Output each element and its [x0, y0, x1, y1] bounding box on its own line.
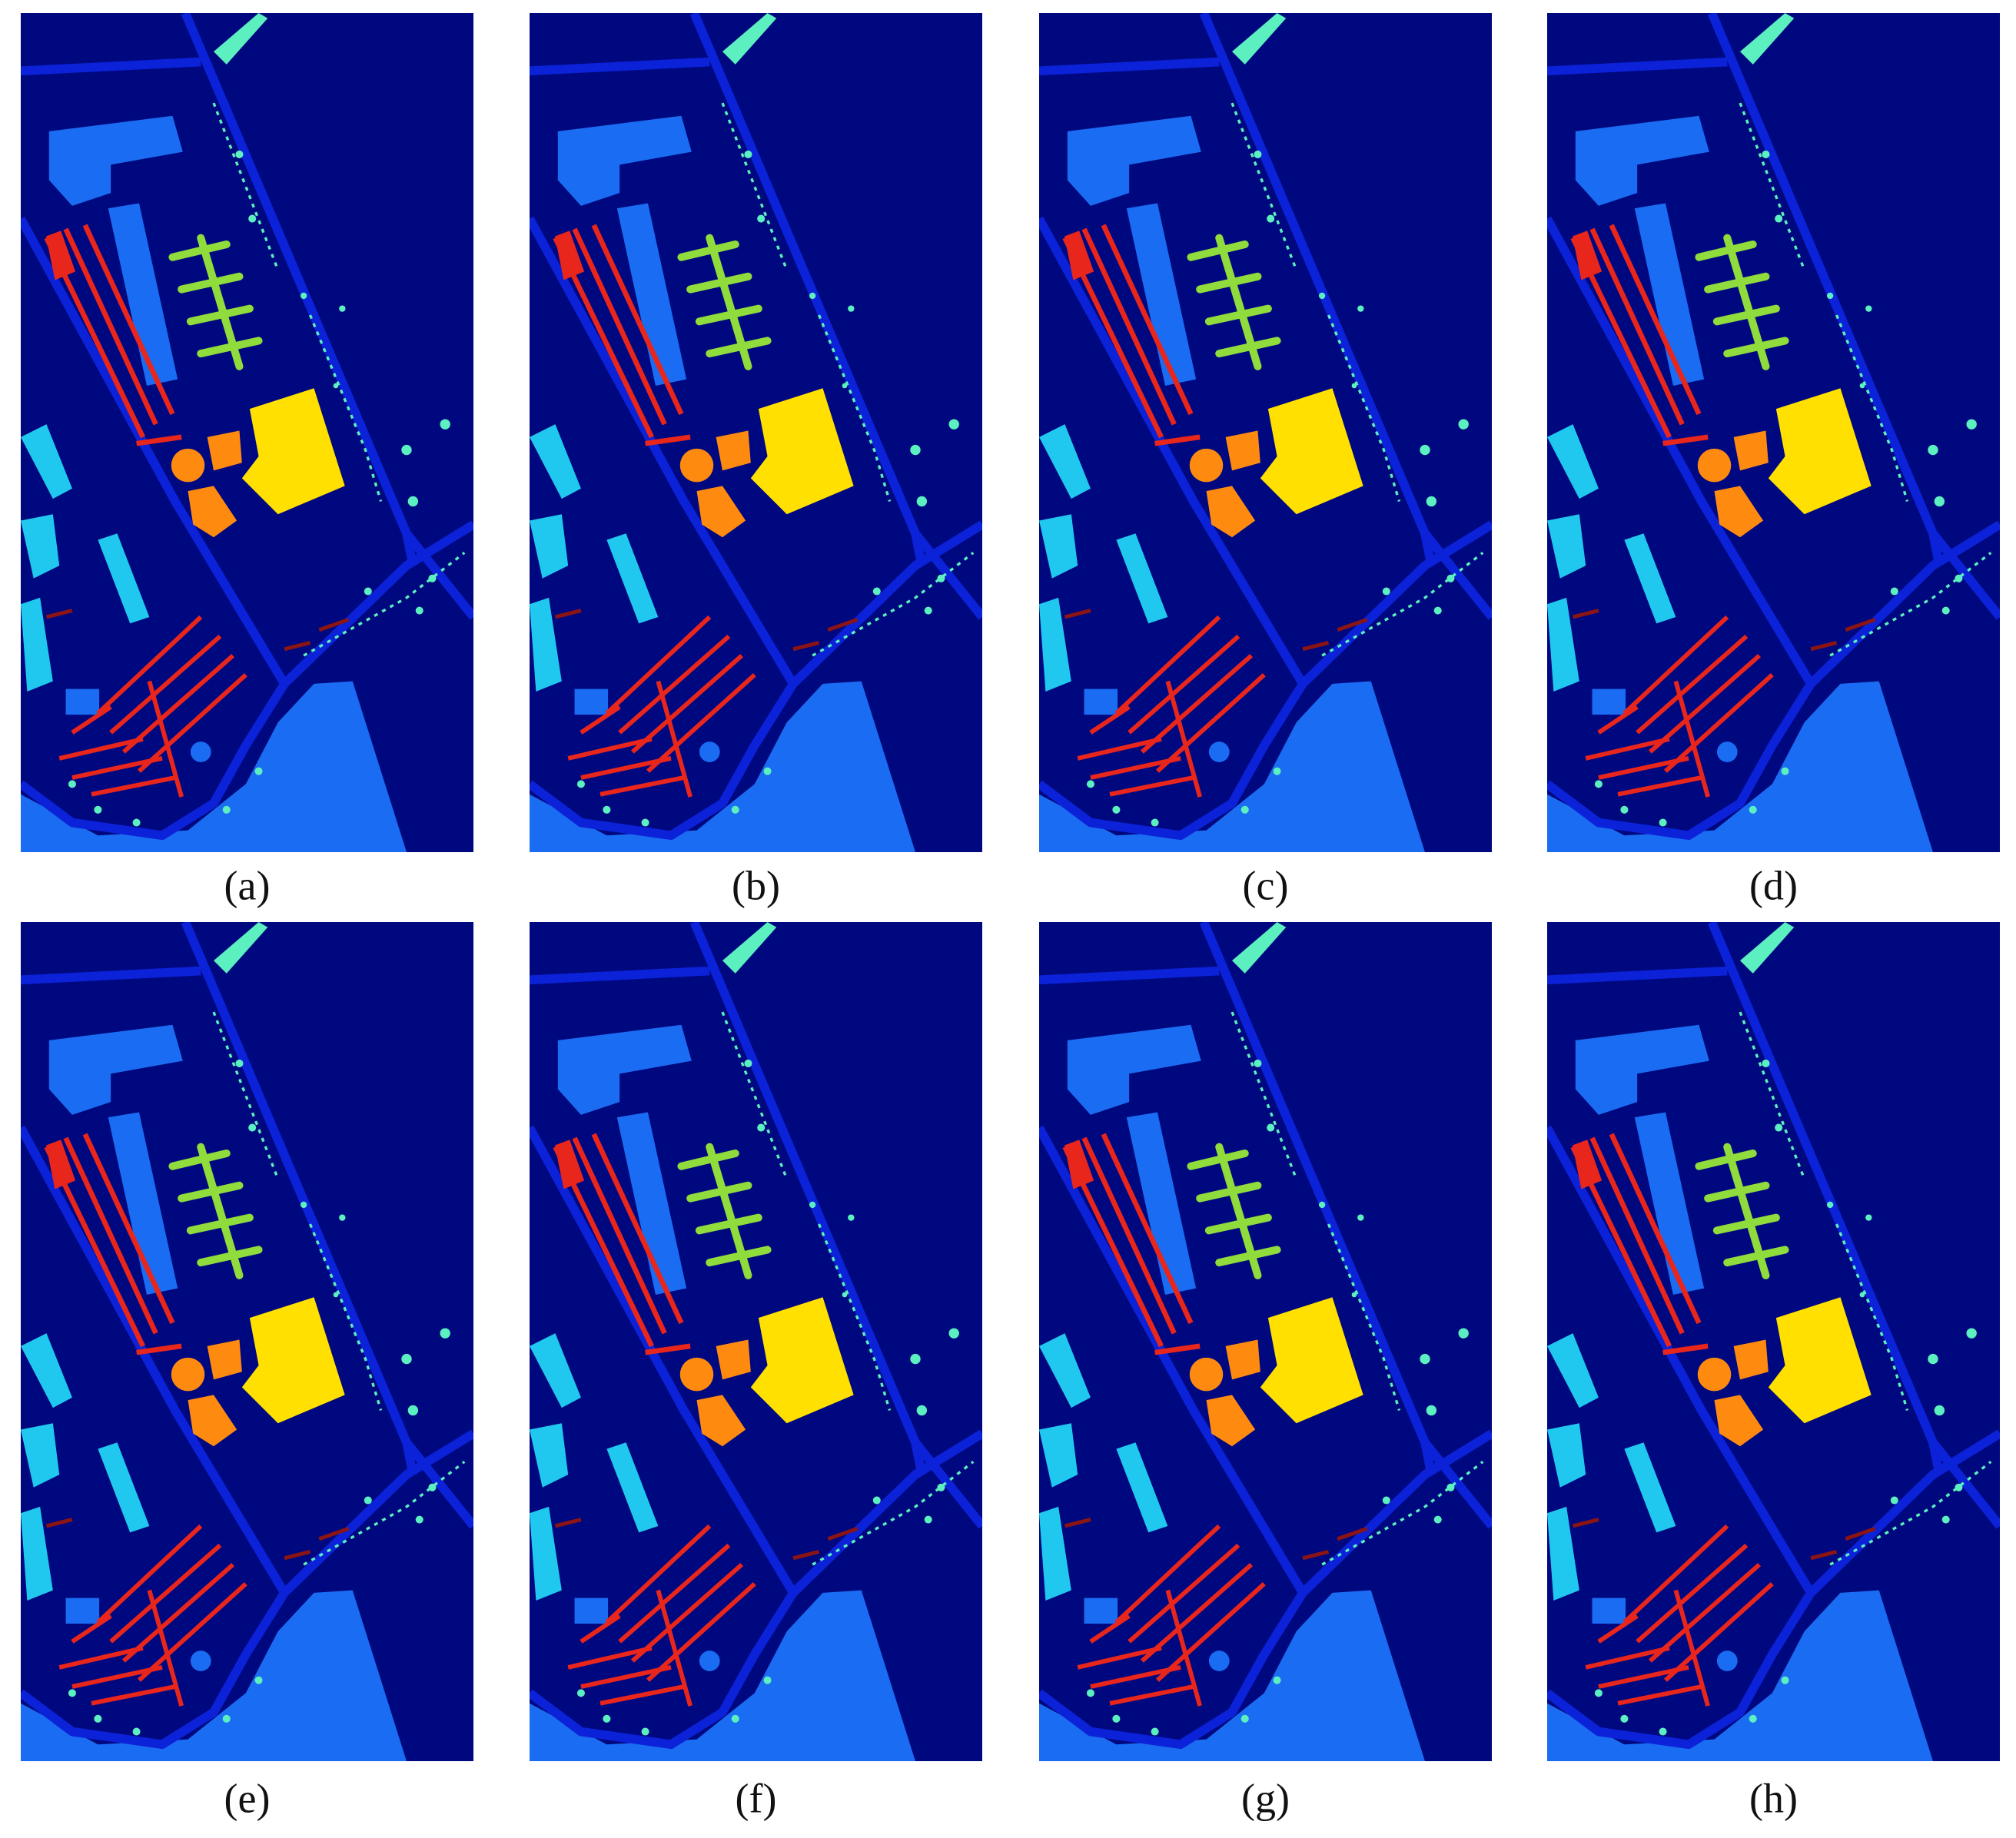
classification-map [21, 13, 473, 852]
panel-label: (g) [1241, 1775, 1290, 1821]
panel-label: (c) [1243, 862, 1289, 908]
panel-label: (h) [1749, 1775, 1798, 1821]
classification-map [530, 13, 982, 852]
panel-label: (a) [224, 862, 271, 908]
panel-label: (b) [732, 862, 780, 908]
classification-map [21, 922, 473, 1761]
panel-label: (f) [736, 1775, 777, 1821]
classification-map [1039, 922, 1492, 1761]
panel-label: (e) [224, 1775, 271, 1821]
classification-map [1547, 13, 2000, 852]
classification-map [1547, 922, 2000, 1761]
classification-map [530, 922, 982, 1761]
panel-label: (d) [1749, 862, 1798, 908]
classification-map [1039, 13, 1492, 852]
